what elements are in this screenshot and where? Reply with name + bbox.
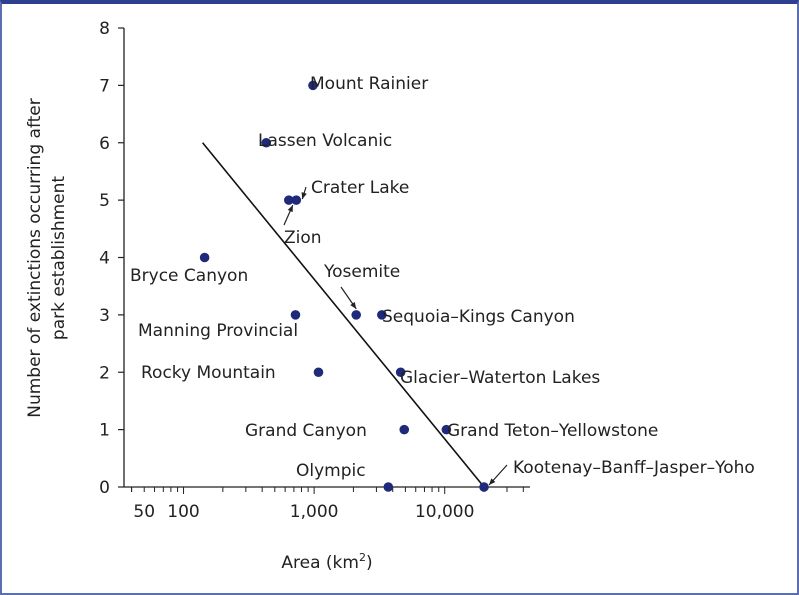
y-axis-title-line2: park establishment xyxy=(49,176,69,341)
data-point xyxy=(383,482,394,492)
point-label: Lassen Volcanic xyxy=(258,131,392,151)
data-point xyxy=(291,195,302,205)
point-label: Yosemite xyxy=(323,262,400,282)
point-label: Mount Rainier xyxy=(310,74,428,94)
regression-line-group xyxy=(201,142,485,488)
point-label: Manning Provincial xyxy=(138,321,298,341)
point-label: Zion xyxy=(284,228,322,248)
point-label: Sequoia–Kings Canyon xyxy=(382,307,575,327)
yosemite-leader-arrowhead xyxy=(350,302,357,309)
y-tick-label: 6 xyxy=(99,134,110,154)
y-tick-label: 3 xyxy=(99,306,110,326)
point-label: Grand Canyon xyxy=(245,421,367,441)
data-points xyxy=(199,80,489,492)
data-point xyxy=(395,367,406,378)
point-label: Glacier–Waterton Lakes xyxy=(400,368,600,388)
y-tick-label: 4 xyxy=(99,249,110,269)
axes xyxy=(123,28,530,488)
data-point xyxy=(441,424,452,435)
y-axis-title-line1: Number of extinctions occurring after xyxy=(25,98,45,418)
x-tick-label: 50 xyxy=(133,502,155,522)
y-tick-label: 8 xyxy=(99,19,110,39)
tick-marks: 0 1 2 3 4 5 6 7 8 50 100 1,000 10,000 xyxy=(99,19,524,522)
data-point xyxy=(261,137,272,148)
y-tick-label: 0 xyxy=(99,478,110,498)
leader-lines xyxy=(283,186,508,486)
point-label: Bryce Canyon xyxy=(130,266,248,286)
data-point xyxy=(399,424,410,435)
data-point xyxy=(313,367,324,378)
point-label: Rocky Mountain xyxy=(141,363,276,383)
x-tick-label: 100 xyxy=(167,502,199,522)
point-label: Grand Teton–Yellowstone xyxy=(447,421,658,441)
x-tick-label: 1,000 xyxy=(290,502,339,522)
x-tick-label: 10,000 xyxy=(415,502,474,522)
y-tick-label: 7 xyxy=(99,76,110,96)
data-point xyxy=(377,310,387,320)
point-label: Kootenay–Banff–Jasper–Yoho xyxy=(513,458,755,478)
y-tick-label: 5 xyxy=(99,191,110,211)
y-tick-label: 1 xyxy=(99,421,110,441)
data-point xyxy=(479,482,489,492)
crater-lake-leader-arrowhead xyxy=(301,192,307,200)
data-point xyxy=(284,195,294,205)
zion-leader-arrowhead xyxy=(287,205,293,213)
kootenay-leader-arrowhead xyxy=(489,478,496,485)
data-point xyxy=(308,80,318,91)
point-label: Olympic xyxy=(296,461,366,481)
point-labels: Mount Rainier Lassen Volcanic Crater Lake Z… xyxy=(130,74,755,481)
data-point xyxy=(351,310,361,320)
x-axis-title: Area (km2) xyxy=(281,551,372,573)
data-point xyxy=(199,252,210,263)
point-label: Crater Lake xyxy=(311,178,409,198)
data-point xyxy=(290,310,301,320)
regression-line xyxy=(201,142,485,488)
y-tick-label: 2 xyxy=(99,363,110,383)
